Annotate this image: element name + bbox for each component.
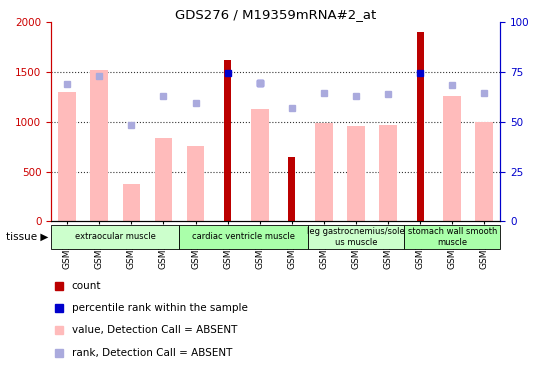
Bar: [379, 125, 397, 221]
Bar: [58, 92, 76, 221]
Bar: [251, 109, 268, 221]
Text: tissue ▶: tissue ▶: [6, 232, 48, 242]
Bar: [288, 157, 295, 221]
Bar: [51, 225, 180, 249]
Bar: [187, 146, 204, 221]
Bar: [315, 123, 332, 221]
Bar: [404, 225, 500, 249]
Bar: [123, 183, 140, 221]
Bar: [180, 225, 308, 249]
Text: stomach wall smooth
muscle: stomach wall smooth muscle: [407, 227, 497, 247]
Bar: [154, 138, 172, 221]
Text: cardiac ventricle muscle: cardiac ventricle muscle: [192, 232, 295, 242]
Bar: [90, 70, 108, 221]
Text: count: count: [72, 281, 101, 291]
Bar: [416, 32, 423, 221]
Text: leg gastrocnemius/sole
us muscle: leg gastrocnemius/sole us muscle: [307, 227, 405, 247]
Title: GDS276 / M19359mRNA#2_at: GDS276 / M19359mRNA#2_at: [175, 8, 377, 21]
Bar: [308, 225, 404, 249]
Text: rank, Detection Call = ABSENT: rank, Detection Call = ABSENT: [72, 348, 232, 358]
Bar: [476, 122, 493, 221]
Bar: [347, 126, 365, 221]
Bar: [224, 60, 231, 221]
Text: extraocular muscle: extraocular muscle: [75, 232, 155, 242]
Bar: [443, 96, 461, 221]
Text: value, Detection Call = ABSENT: value, Detection Call = ABSENT: [72, 325, 237, 335]
Text: percentile rank within the sample: percentile rank within the sample: [72, 303, 247, 313]
